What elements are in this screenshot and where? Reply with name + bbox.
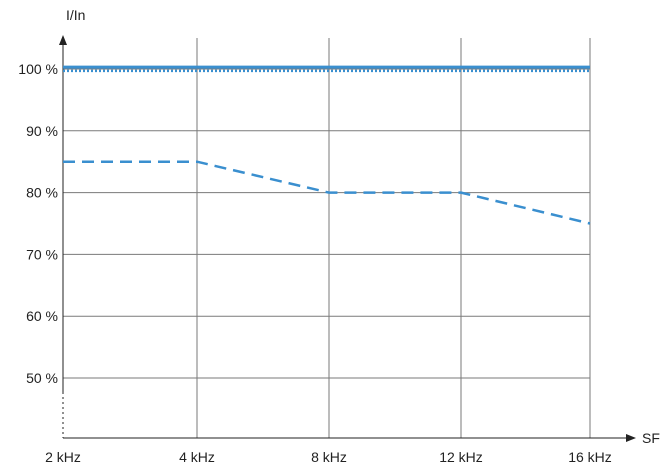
x-tick-label: 12 kHz xyxy=(439,449,483,465)
y-tick-labels: 50 % 60 % 70 % 80 % 90 % 100 % xyxy=(18,61,58,386)
x-tick-label: 4 kHz xyxy=(179,449,215,465)
y-tick-label: 90 % xyxy=(26,123,58,139)
y-tick-label: 60 % xyxy=(26,308,58,324)
series xyxy=(63,65,591,225)
x-tick-labels: 2 kHz 4 kHz 8 kHz 12 kHz 16 kHz xyxy=(45,449,612,465)
y-tick-label: 70 % xyxy=(26,246,58,262)
y-tick-label: 80 % xyxy=(26,185,58,201)
x-axis-arrow xyxy=(626,434,636,442)
y-tick-label: 50 % xyxy=(26,370,58,386)
x-axis-label: SF xyxy=(642,430,660,446)
x-tick-label: 2 kHz xyxy=(45,449,81,465)
axes: SF I/In xyxy=(59,7,660,446)
series-line-dashed xyxy=(63,160,591,225)
x-tick-label: 16 kHz xyxy=(568,449,612,465)
y-axis-label: I/In xyxy=(66,7,85,23)
grid xyxy=(63,38,591,438)
x-tick-label: 8 kHz xyxy=(311,449,347,465)
y-tick-label: 100 % xyxy=(18,61,58,77)
y-axis-arrow xyxy=(59,35,67,45)
